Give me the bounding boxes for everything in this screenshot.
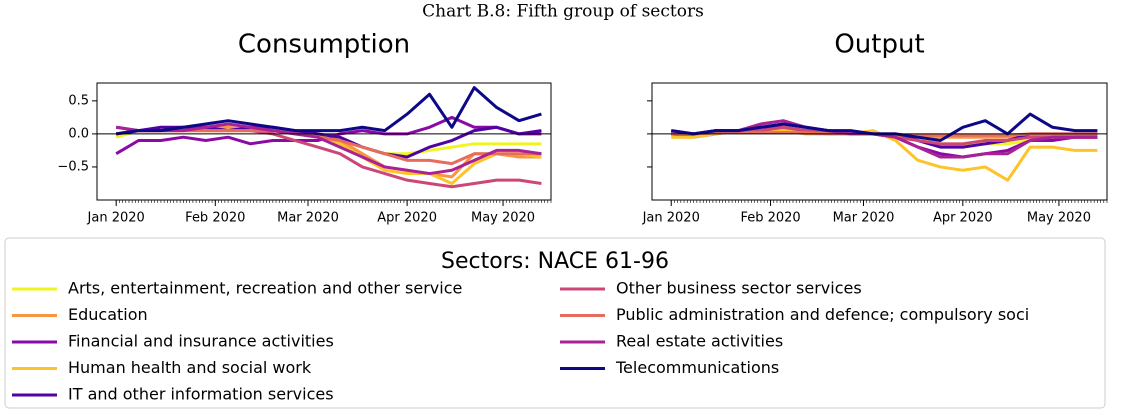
y-tick-label: −0.5 xyxy=(57,159,89,174)
subplot-title: Consumption xyxy=(238,30,410,60)
x-tick-label: May 2020 xyxy=(471,211,535,226)
legend-label: Education xyxy=(68,305,148,324)
x-tick-label: Feb 2020 xyxy=(185,211,245,226)
legend-title: Sectors: NACE 61-96 xyxy=(441,249,669,274)
legend-label: Telecommunications xyxy=(615,358,779,377)
x-tick-label: Apr 2020 xyxy=(933,211,993,226)
series-line xyxy=(115,122,542,176)
series-line xyxy=(115,115,542,156)
legend-label: IT and other information services xyxy=(68,385,334,404)
figure-title: Chart B.8: Fifth group of sectors xyxy=(422,2,704,22)
x-tick-label: Jan 2020 xyxy=(87,211,145,226)
series-line xyxy=(671,119,1098,159)
legend-label: Real estate activities xyxy=(616,332,783,351)
x-tick-label: Mar 2020 xyxy=(277,211,339,226)
legend-box xyxy=(4,237,1106,409)
y-tick-label: 0.5 xyxy=(68,93,89,108)
x-tick-label: Feb 2020 xyxy=(740,211,800,226)
legend-label: Human health and social work xyxy=(68,358,312,377)
legend-label: Public administration and defence; compu… xyxy=(616,305,1029,324)
x-tick-label: Apr 2020 xyxy=(377,211,437,226)
x-tick-label: Mar 2020 xyxy=(833,211,895,226)
y-tick-label: 0.0 xyxy=(68,126,89,141)
subplot-title: Output xyxy=(834,30,924,60)
legend-label: Other business sector services xyxy=(616,279,862,298)
series-line xyxy=(115,86,542,136)
x-tick-label: May 2020 xyxy=(1027,211,1091,226)
legend-label: Arts, entertainment, recreation and othe… xyxy=(68,279,462,298)
legend-label: Financial and insurance activities xyxy=(68,332,334,351)
x-tick-label: Jan 2020 xyxy=(642,211,700,226)
